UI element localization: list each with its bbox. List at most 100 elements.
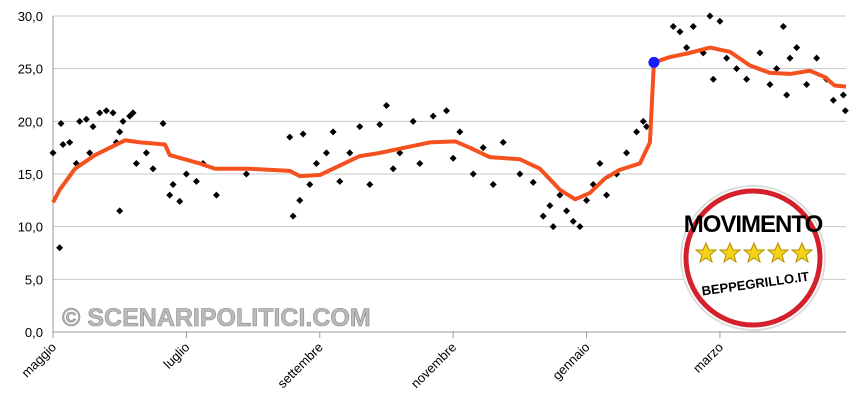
data-point xyxy=(563,207,571,215)
data-point xyxy=(546,202,554,210)
data-point xyxy=(603,191,611,199)
data-point xyxy=(669,23,677,31)
data-point xyxy=(643,123,651,131)
data-point xyxy=(289,212,297,220)
data-point xyxy=(489,181,497,189)
data-point xyxy=(212,191,220,199)
data-point xyxy=(116,207,124,215)
x-tick-label: gennaio xyxy=(549,340,592,383)
data-point xyxy=(116,128,124,136)
data-point xyxy=(709,75,717,83)
data-point xyxy=(409,117,417,125)
data-point xyxy=(716,17,724,25)
x-tick-label: maggio xyxy=(18,340,59,381)
data-point xyxy=(56,244,64,252)
data-point xyxy=(306,181,314,189)
data-point xyxy=(803,80,811,88)
logo: MOVIMENTO BEPPEGRILLO.IT xyxy=(680,185,826,331)
data-point xyxy=(86,149,94,157)
y-tick-label: 30,0 xyxy=(18,9,43,24)
x-tick-label: novembre xyxy=(408,340,459,391)
data-point xyxy=(786,54,794,62)
data-point xyxy=(569,217,577,225)
data-point xyxy=(182,170,190,178)
data-point xyxy=(556,191,564,199)
data-point xyxy=(779,23,787,31)
y-tick-label: 10,0 xyxy=(18,220,43,235)
data-point xyxy=(706,12,714,20)
data-point xyxy=(329,128,337,136)
data-point xyxy=(442,107,450,115)
data-point xyxy=(142,149,150,157)
data-point xyxy=(396,149,404,157)
data-point xyxy=(743,75,751,83)
y-tick-label: 20,0 xyxy=(18,114,43,129)
data-point xyxy=(479,144,487,152)
data-point xyxy=(456,128,464,136)
data-point xyxy=(596,159,604,167)
highlight-point xyxy=(648,56,660,68)
data-point xyxy=(192,177,200,185)
data-point xyxy=(356,123,364,131)
data-point xyxy=(733,65,741,73)
data-point xyxy=(66,138,74,146)
data-point xyxy=(689,23,697,31)
data-point xyxy=(793,44,801,52)
data-point xyxy=(829,96,837,104)
data-point xyxy=(756,49,764,57)
data-point xyxy=(449,154,457,162)
y-tick-label: 15,0 xyxy=(18,167,43,182)
x-tick-label: marzo xyxy=(690,340,726,376)
data-point xyxy=(416,159,424,167)
data-point xyxy=(583,196,591,204)
data-point xyxy=(382,102,390,110)
data-point xyxy=(676,28,684,36)
data-point xyxy=(723,54,731,62)
data-point xyxy=(549,223,557,231)
data-point xyxy=(149,165,157,173)
data-point xyxy=(102,107,110,115)
watermark: © SCENARIPOLITICI.COM xyxy=(62,304,371,332)
data-point xyxy=(336,177,344,185)
data-point xyxy=(539,212,547,220)
data-point xyxy=(469,170,477,178)
data-point xyxy=(242,170,250,178)
data-point xyxy=(119,117,127,125)
data-point xyxy=(76,117,84,125)
data-point xyxy=(89,123,97,131)
y-tick-label: 25,0 xyxy=(18,62,43,77)
data-point xyxy=(96,109,104,117)
data-point xyxy=(299,130,307,138)
data-point xyxy=(576,223,584,231)
data-point xyxy=(429,112,437,120)
data-point xyxy=(773,65,781,73)
data-point xyxy=(286,133,294,141)
data-point xyxy=(633,128,641,136)
data-point xyxy=(132,159,140,167)
data-point xyxy=(766,80,774,88)
data-point xyxy=(813,54,821,62)
data-point xyxy=(376,120,384,128)
data-point xyxy=(49,149,57,157)
x-tick-label: settembre xyxy=(274,340,325,391)
data-point xyxy=(389,165,397,173)
data-point xyxy=(623,149,631,157)
data-point xyxy=(159,119,167,127)
data-point xyxy=(783,91,791,99)
data-point xyxy=(366,181,374,189)
logo-stars xyxy=(694,241,814,264)
data-point xyxy=(57,119,65,127)
data-point xyxy=(529,178,537,186)
data-point xyxy=(312,159,320,167)
x-tick-label: luglio xyxy=(160,340,192,372)
data-point xyxy=(129,109,137,117)
y-tick-label: 5,0 xyxy=(25,272,43,287)
data-point xyxy=(322,149,330,157)
data-point xyxy=(169,181,177,189)
data-point xyxy=(296,196,304,204)
data-point xyxy=(499,138,507,146)
data-point xyxy=(639,117,647,125)
data-point xyxy=(82,115,90,123)
trend-line xyxy=(51,45,847,204)
